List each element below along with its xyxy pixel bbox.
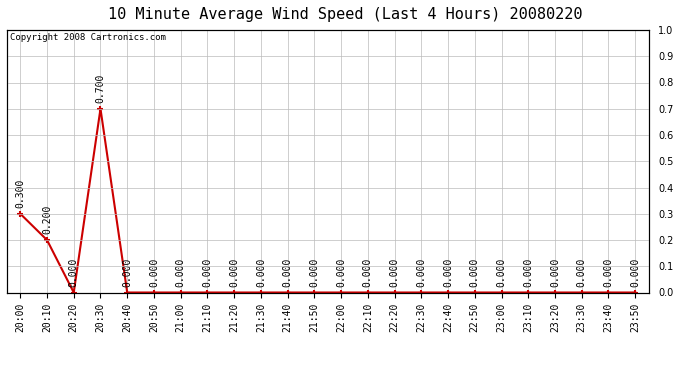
Text: 0.000: 0.000	[149, 258, 159, 287]
Text: 0.000: 0.000	[497, 258, 506, 287]
Text: 0.000: 0.000	[176, 258, 186, 287]
Text: 0.000: 0.000	[604, 258, 613, 287]
Text: 0.000: 0.000	[309, 258, 319, 287]
Text: 0.000: 0.000	[283, 258, 293, 287]
Text: 0.000: 0.000	[550, 258, 560, 287]
Text: 0.000: 0.000	[630, 258, 640, 287]
Text: 0.000: 0.000	[202, 258, 213, 287]
Text: 0.000: 0.000	[443, 258, 453, 287]
Text: 0.000: 0.000	[470, 258, 480, 287]
Text: Copyright 2008 Cartronics.com: Copyright 2008 Cartronics.com	[10, 33, 166, 42]
Text: 0.200: 0.200	[42, 205, 52, 234]
Text: 0.300: 0.300	[15, 179, 26, 208]
Text: 0.000: 0.000	[69, 258, 79, 287]
Text: 0.700: 0.700	[95, 74, 106, 103]
Text: 0.000: 0.000	[523, 258, 533, 287]
Text: 0.000: 0.000	[363, 258, 373, 287]
Text: 0.000: 0.000	[577, 258, 586, 287]
Text: 0.000: 0.000	[122, 258, 132, 287]
Text: 0.000: 0.000	[229, 258, 239, 287]
Text: 0.000: 0.000	[256, 258, 266, 287]
Text: 0.000: 0.000	[416, 258, 426, 287]
Text: 0.000: 0.000	[390, 258, 400, 287]
Text: 10 Minute Average Wind Speed (Last 4 Hours) 20080220: 10 Minute Average Wind Speed (Last 4 Hou…	[108, 8, 582, 22]
Text: 0.000: 0.000	[336, 258, 346, 287]
